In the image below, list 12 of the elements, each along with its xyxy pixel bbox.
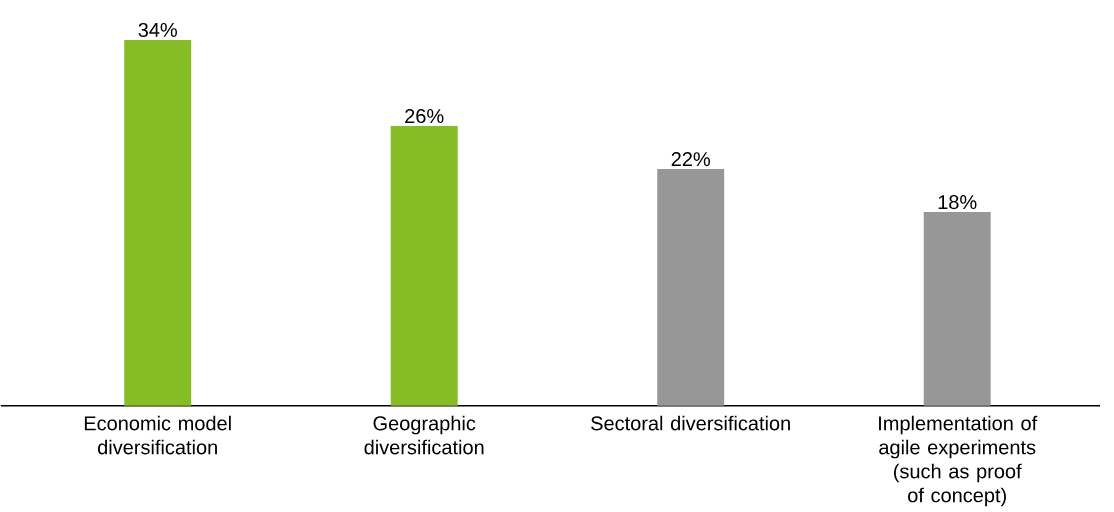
x-tick-label: Geographic diversification bbox=[364, 415, 484, 455]
bar bbox=[390, 126, 458, 406]
x-tick-label: Implementation of agile experiments (such as proof of concept) bbox=[879, 415, 1038, 507]
data-label: 34% bbox=[138, 23, 177, 38]
data-label: 18% bbox=[938, 195, 977, 210]
x-tick-label: Economic model diversification bbox=[84, 415, 231, 455]
x-tick-label: Sectoral diversification bbox=[591, 415, 790, 431]
bar bbox=[657, 169, 725, 406]
data-label: 22% bbox=[671, 152, 710, 167]
bar bbox=[923, 212, 991, 406]
bar bbox=[124, 40, 192, 406]
data-label: 26% bbox=[405, 109, 444, 124]
